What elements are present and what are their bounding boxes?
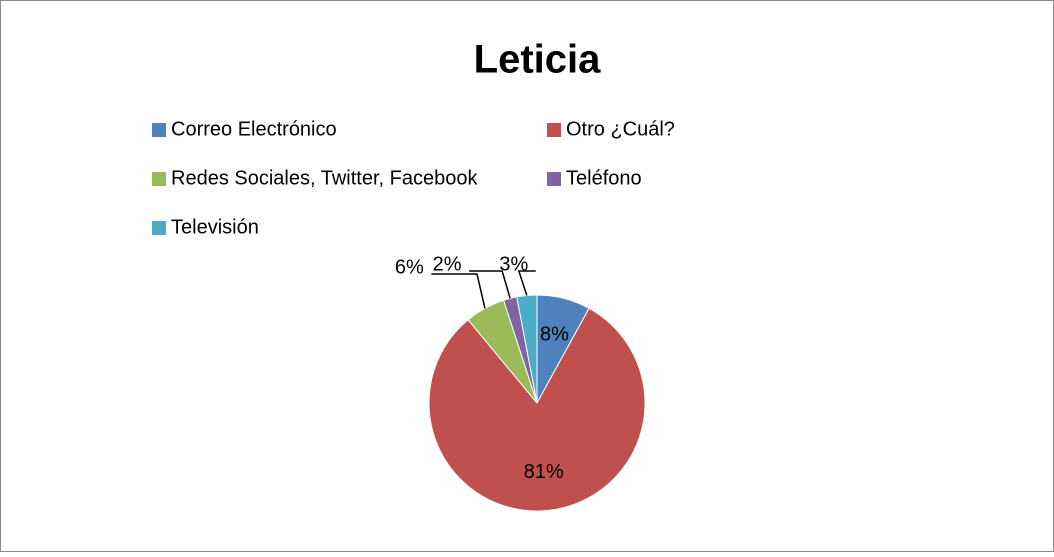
legend-swatch <box>547 172 561 186</box>
data-label: 6% <box>395 256 424 278</box>
legend-swatch <box>152 123 166 137</box>
legend-label: Correo Electrónico <box>171 118 337 140</box>
pie-slice <box>428 307 646 512</box>
leader-line <box>431 273 486 309</box>
legend-label: Televisión <box>171 216 259 238</box>
leader-line <box>517 270 536 296</box>
data-label: 3% <box>499 253 528 275</box>
legend-label: Teléfono <box>566 167 642 189</box>
legend-swatch <box>152 221 166 235</box>
legend-swatch <box>152 172 166 186</box>
leader-line <box>469 270 511 299</box>
legend-label: Redes Sociales, Twitter, Facebook <box>171 167 478 189</box>
pie-slice <box>516 294 538 404</box>
chart-title: Leticia <box>474 38 601 82</box>
data-label: 2% <box>433 253 462 275</box>
legend-swatch <box>547 123 561 137</box>
data-label: 81% <box>524 461 564 483</box>
legend-label: Otro ¿Cuál? <box>566 118 675 140</box>
data-label: 8% <box>540 323 569 345</box>
